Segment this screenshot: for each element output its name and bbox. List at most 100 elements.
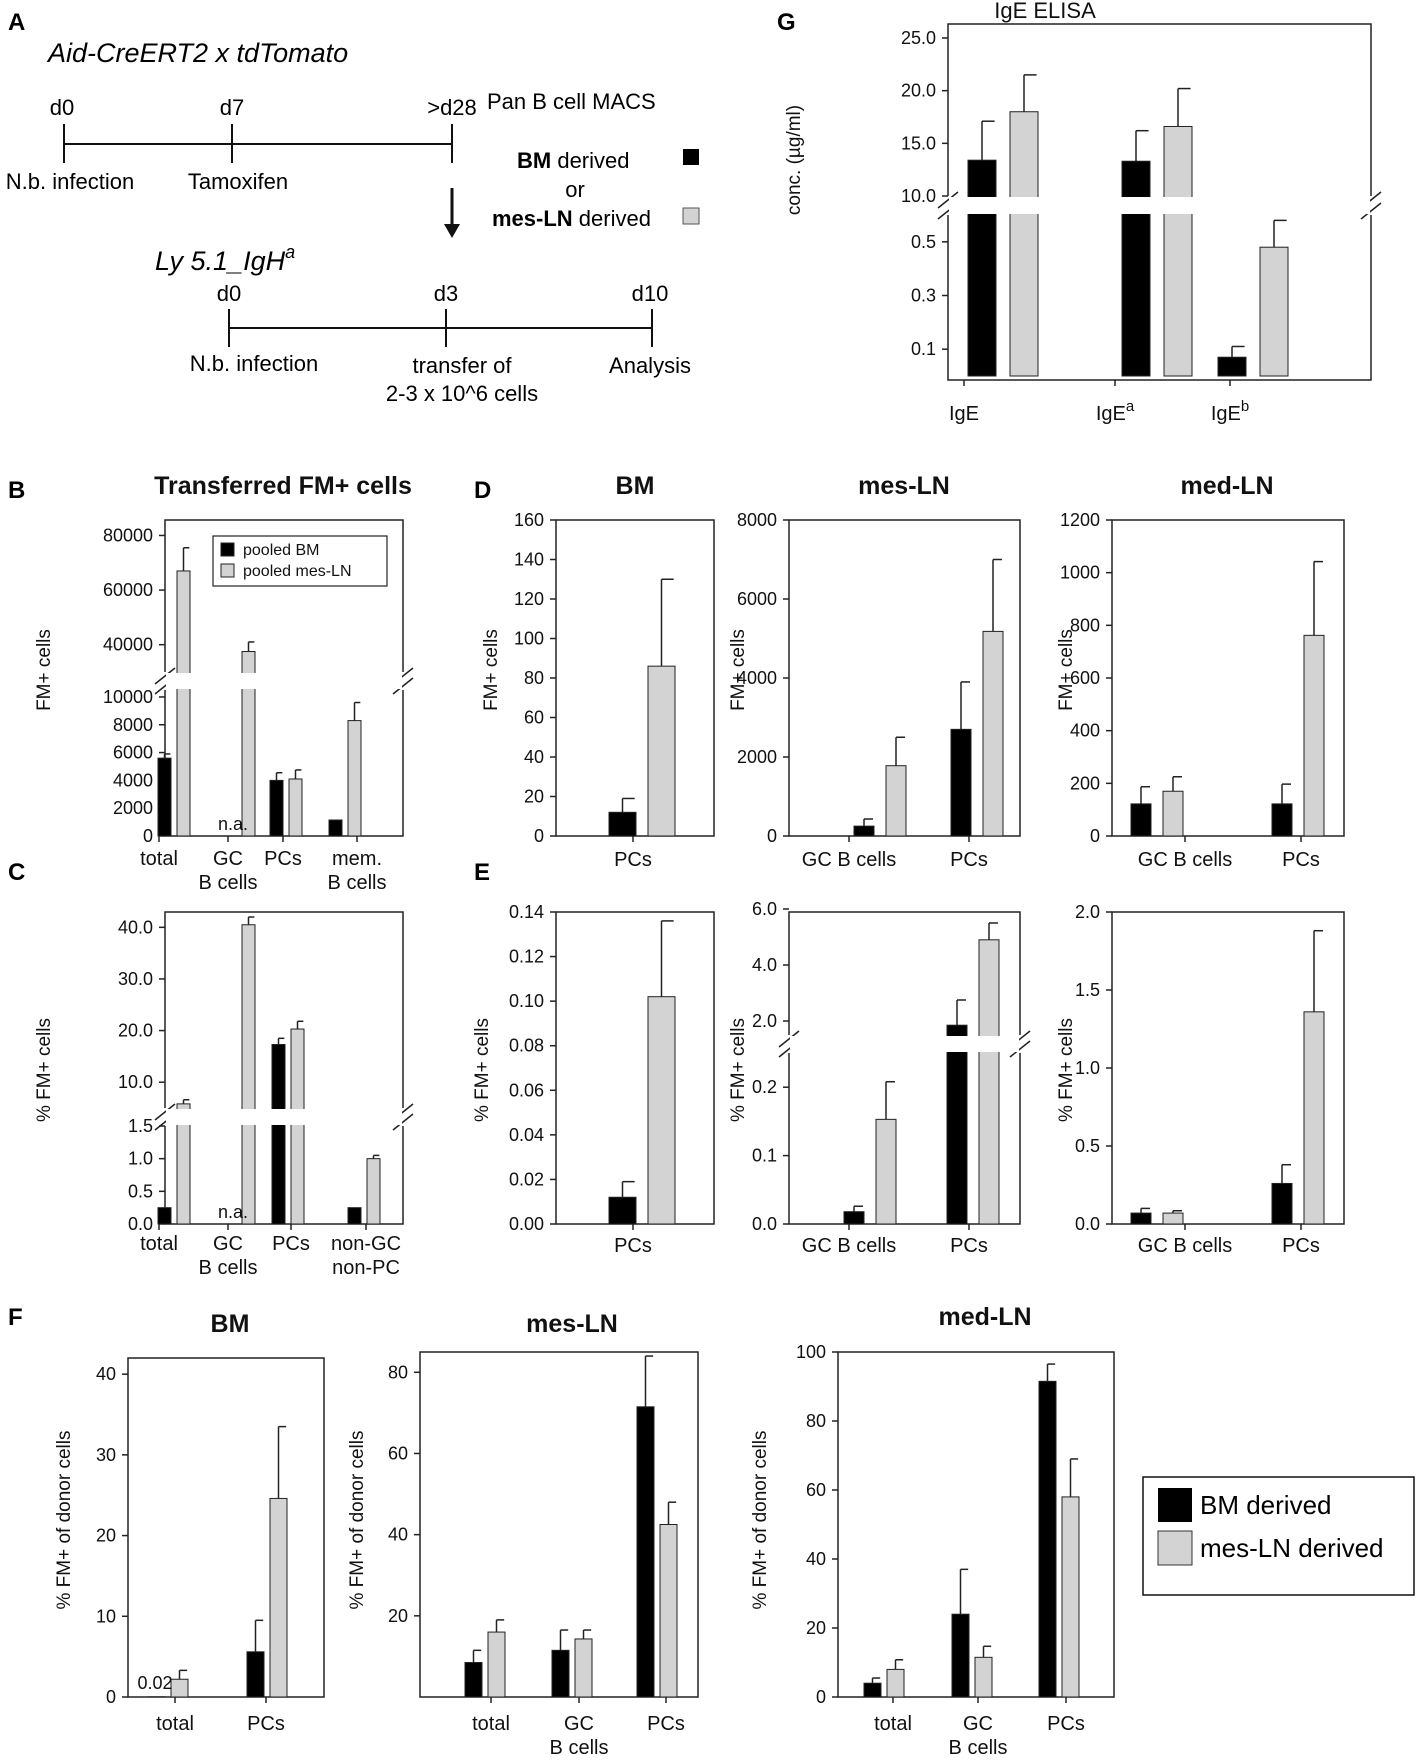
bar-break-gap [166, 1109, 402, 1125]
y-ticks-d1: 0 20 40 60 80 100 120 140 160 [514, 510, 556, 846]
category-label: GC B cells [802, 849, 896, 871]
y-tick-label: 0 [767, 826, 777, 846]
chart-e1: 0.00 0.02 0.04 0.06 0.08 0.10 0.12 0.14 PCs % FM+… [472, 902, 715, 1257]
category-label-text: IgE [1211, 403, 1241, 425]
bar-mesln [885, 765, 907, 837]
category-label: PCs [1282, 1235, 1320, 1257]
bar-break-gap [166, 673, 402, 689]
chart-title: BM [211, 1310, 250, 1338]
bar-mesln [269, 1497, 288, 1698]
chart-e2: 0.0 0.1 0.2 2.0 4.0 6.0 GC B cells PCs % FM+ cel… [728, 899, 1031, 1257]
axis-break-mark [778, 1030, 800, 1048]
category-label-line-0: GC [213, 1233, 243, 1255]
y-tick-label: 1200 [1060, 510, 1100, 530]
category-label-line-0: PCs [1282, 849, 1320, 871]
category-label: PCs [614, 849, 652, 871]
bar-bm [1271, 1182, 1293, 1225]
y-tick-label: 10.0 [901, 186, 936, 206]
axis-break-mark [154, 667, 176, 685]
y-tick-label: 6000 [737, 589, 777, 609]
y-tick-label: 20 [806, 1618, 826, 1638]
y-ticks-f1: 0 10 20 30 40 [96, 1364, 128, 1707]
bar-bm [636, 1406, 655, 1698]
y-tick-label: 2.0 [752, 1011, 777, 1031]
bar-bm [328, 819, 343, 837]
y-tick-label: 2000 [737, 747, 777, 767]
y-axis-label: % FM+ of donor cells [750, 1431, 771, 1610]
y-tick-label: 0.0 [752, 1214, 777, 1234]
y-tick-label: 0 [106, 1687, 116, 1707]
category-label: PCs [272, 1233, 310, 1255]
category-label: PCs [247, 1713, 285, 1735]
category-sup: a [1126, 398, 1135, 415]
chart-title: mes-LN [526, 1310, 618, 1338]
y-tick-label: 20.0 [118, 1021, 153, 1041]
category-label-line-0: PCs [647, 1713, 685, 1735]
y-tick-label: 0.00 [509, 1214, 544, 1234]
y-tick-label: 1.0 [128, 1149, 153, 1169]
bar-mesln [1162, 1212, 1184, 1225]
category-label-line-1: B cells [949, 1737, 1008, 1759]
y-tick-label: 0.1 [911, 339, 936, 359]
y-tick-label: 2.0 [1075, 902, 1100, 922]
bars-f1 [147, 1425, 288, 1698]
y-tick-label: 400 [1070, 721, 1100, 741]
category-label-line-0: PCs [272, 1233, 310, 1255]
chart-b: 0 2000 4000 6000 8000 10000 40000 60000 80000 n.a… [34, 472, 414, 894]
y-tick-label: 0.5 [128, 1181, 153, 1201]
category-label-line-1: non-PC [332, 1257, 400, 1279]
legend-b: pooled BM pooled mes-LN [212, 535, 388, 587]
chart-f1: 0 10 20 30 40 0.02 total PCs BM % FM+ of donor ce… [54, 1310, 325, 1735]
na-label: n.a. [218, 814, 248, 834]
category-label-line-0: total [140, 1233, 178, 1255]
y-tick-label: 40000 [103, 635, 153, 655]
bars-f3 [863, 1363, 1080, 1698]
y-tick-label: 0.2 [752, 1077, 777, 1097]
value-label: 0.02 [137, 1673, 172, 1693]
y-tick-label: 20 [388, 1606, 408, 1626]
y-tick-label: 10.0 [118, 1072, 153, 1092]
bottom-day-10: d10 [632, 281, 669, 306]
panel-letter-a: A [8, 9, 25, 36]
category-label: GC B cells [802, 1235, 896, 1257]
bar-bm [608, 1196, 637, 1225]
category-label-line-0: total [140, 848, 178, 870]
y-tick-label: 160 [514, 510, 544, 530]
y-tick-label: 80 [388, 1362, 408, 1382]
category-label-line-0: GC [963, 1713, 993, 1735]
y-axis-label: FM+ cells [481, 629, 502, 711]
y-tick-label: 80 [524, 668, 544, 688]
category-label-line-0: GC [564, 1713, 594, 1735]
y-tick-label: 0.1 [752, 1146, 777, 1166]
donor-mouse-label: Aid-CreERT2 x tdTomato [46, 38, 348, 68]
y-tick-label: 40.0 [118, 917, 153, 937]
y-tick-label: 6000 [113, 743, 153, 763]
y-tick-label: 1.5 [1075, 980, 1100, 1000]
top-event-infection: N.b. infection [6, 169, 134, 194]
panel-letter-d: D [474, 477, 491, 504]
y-tick-label: 20.0 [901, 81, 936, 101]
y-tick-label: 0.08 [509, 1036, 544, 1056]
category-label-line-0: PCs [950, 849, 988, 871]
axis-break-mark [154, 1103, 176, 1121]
y-tick-label: 40 [806, 1549, 826, 1569]
y-tick-label: 0.5 [1075, 1136, 1100, 1156]
chart-e3: 0.0 0.5 1.0 1.5 2.0 GC B cells PCs % FM+ cells [1056, 902, 1345, 1257]
y-ticks-e3: 0.0 0.5 1.0 1.5 2.0 [1075, 902, 1112, 1234]
y-tick-label: 200 [1070, 773, 1100, 793]
y-tick-label: 0.0 [1075, 1214, 1100, 1234]
y-axis-label: % FM+ cells [728, 1018, 749, 1122]
mesln-swatch [682, 207, 700, 225]
y-axis-label: FM+ cells [728, 629, 749, 711]
bar-mesln [659, 1524, 678, 1698]
y-axis-label: FM+ cells [1056, 629, 1077, 711]
category-label: PCs [614, 1235, 652, 1257]
category-label: GCB cells [199, 1233, 258, 1279]
bar-bm [1130, 1212, 1152, 1225]
category-label: IgEa [1096, 398, 1135, 425]
panel-letter-e: E [474, 859, 490, 886]
y-tick-label: 0.06 [509, 1080, 544, 1100]
y-tick-label: 0.5 [911, 232, 936, 252]
category-label-line-0: PCs [1282, 1235, 1320, 1257]
